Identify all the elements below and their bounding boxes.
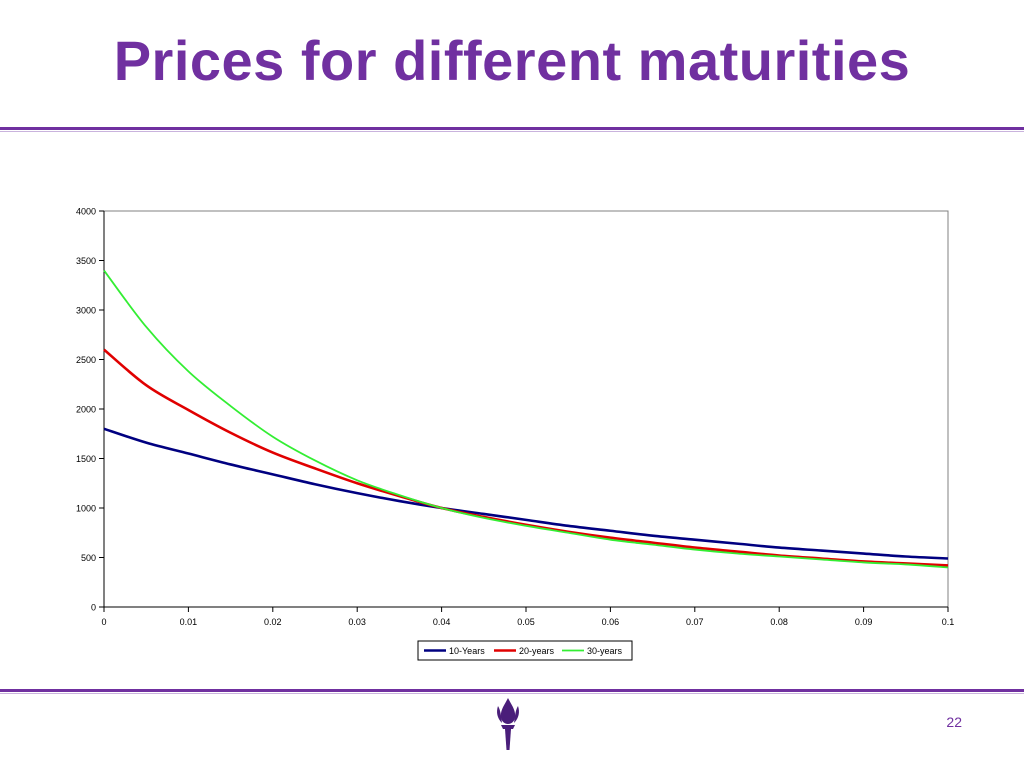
legend-label-30-years: 30-years bbox=[587, 646, 623, 656]
series-line-10-years bbox=[103, 427, 949, 560]
x-tick-label: 0 bbox=[101, 617, 106, 627]
x-tick-label: 0.05 bbox=[517, 617, 535, 627]
x-tick-label: 0.07 bbox=[686, 617, 704, 627]
legend-label-10-years: 10-Years bbox=[449, 646, 485, 656]
series-line-30-years bbox=[103, 269, 949, 569]
y-tick-label: 2000 bbox=[76, 405, 96, 415]
bottom-divider bbox=[0, 689, 1024, 694]
x-tick-label: 0.06 bbox=[602, 617, 620, 627]
legend-box bbox=[417, 640, 633, 661]
x-tick-label: 0.03 bbox=[348, 617, 366, 627]
y-tick-label: 3500 bbox=[76, 256, 96, 266]
page-number: 22 bbox=[946, 714, 962, 730]
top-divider bbox=[0, 127, 1024, 132]
y-tick-label: 4000 bbox=[76, 207, 96, 217]
y-tick-label: 2500 bbox=[76, 355, 96, 365]
x-tick-label: 0.04 bbox=[433, 617, 451, 627]
y-tick-label: 1000 bbox=[76, 504, 96, 514]
slide-title: Prices for different maturities bbox=[113, 29, 911, 92]
x-tick-label: 0.08 bbox=[770, 617, 788, 627]
series-line-20-years bbox=[103, 348, 949, 567]
x-tick-label: 0.02 bbox=[264, 617, 282, 627]
y-tick-label: 0 bbox=[91, 603, 96, 613]
x-tick-label: 0.01 bbox=[180, 617, 198, 627]
legend-label-20-years: 20-years bbox=[519, 646, 555, 656]
plot-area bbox=[103, 210, 949, 608]
y-tick-label: 3000 bbox=[76, 306, 96, 316]
torch-icon bbox=[497, 698, 519, 750]
x-tick-label: 0.09 bbox=[855, 617, 873, 627]
y-tick-label: 500 bbox=[81, 553, 96, 563]
y-tick-label: 1500 bbox=[76, 454, 96, 464]
line-chart: 0 500 1000 1500 2000 2500 3000 3500 4000 0 0.01 0.0… bbox=[76, 207, 955, 661]
x-tick-label: 0.1 bbox=[942, 617, 955, 627]
